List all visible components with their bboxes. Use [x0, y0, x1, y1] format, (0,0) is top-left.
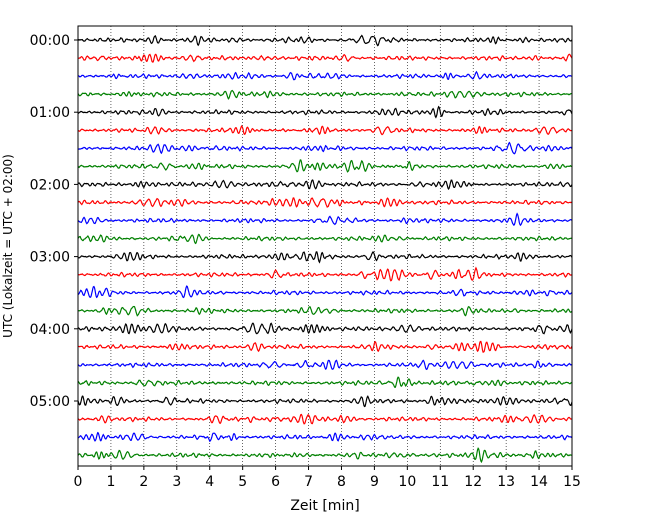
trace-line	[77, 251, 573, 264]
y-tick-label: 00:00	[30, 33, 70, 49]
trace-line	[77, 179, 573, 191]
trace-line	[77, 305, 573, 317]
trace-layer	[77, 34, 573, 464]
trace-line	[77, 70, 573, 81]
trace-line	[77, 285, 573, 299]
trace-line	[77, 124, 573, 136]
x-tick-label: 13	[497, 474, 515, 490]
x-tick-label: 11	[431, 474, 449, 490]
x-tick-label: 0	[74, 474, 83, 490]
trace-line	[77, 431, 573, 443]
x-tick-label: 12	[464, 474, 482, 490]
y-tick-label: 01:00	[30, 105, 70, 121]
grid-lines	[110, 26, 540, 466]
y-tick-label: 03:00	[30, 250, 70, 266]
trace-line	[77, 322, 573, 335]
x-tick-label: 4	[205, 474, 214, 490]
trace-line	[77, 359, 573, 371]
y-axis-label: UTC (Lokalzeit = UTC + 02:00)	[1, 154, 15, 338]
y-axis-ticks: 00:00 01:00 02:00 03:00 04:00 05:00	[30, 33, 78, 410]
trace-line	[77, 53, 573, 63]
x-tick-label: 7	[304, 474, 313, 490]
x-axis-ticks: 0 1 2 3 4 5 6 7 8 9 10 11 12 13 14 15	[74, 466, 581, 490]
x-tick-label: 9	[370, 474, 379, 490]
x-tick-label: 14	[530, 474, 548, 490]
trace-line	[77, 447, 573, 464]
y-tick-label: 02:00	[30, 177, 70, 193]
y-tick-label: 05:00	[30, 394, 70, 410]
x-tick-label: 10	[398, 474, 416, 490]
x-tick-label: 5	[238, 474, 247, 490]
trace-line	[77, 376, 573, 388]
trace-line	[77, 89, 573, 100]
trace-line	[77, 395, 573, 408]
trace-line	[77, 413, 573, 425]
trace-line	[77, 212, 573, 227]
trace-line	[77, 34, 573, 47]
trace-line	[77, 159, 573, 173]
trace-line	[77, 266, 573, 282]
trace-line	[77, 197, 573, 208]
trace-line	[77, 105, 573, 119]
trace-line	[77, 340, 573, 353]
trace-line	[77, 233, 573, 245]
x-tick-label: 15	[563, 474, 581, 490]
x-tick-label: 8	[337, 474, 346, 490]
trace-line	[77, 141, 573, 155]
plot-frame	[77, 25, 573, 467]
x-tick-label: 6	[271, 474, 280, 490]
x-tick-label: 3	[172, 474, 181, 490]
x-tick-label: 1	[106, 474, 115, 490]
x-tick-label: 2	[139, 474, 148, 490]
x-axis-label: Zeit [min]	[290, 498, 359, 514]
y-tick-label: 04:00	[30, 322, 70, 338]
